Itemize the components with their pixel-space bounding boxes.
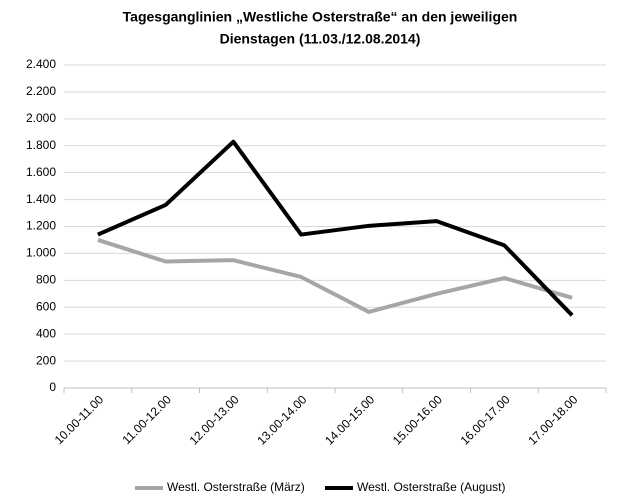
x-tick-label: 10.00-11.00 (52, 392, 107, 447)
x-tick-label: 13.00-14.00 (254, 392, 309, 447)
y-tick-label: 200 (36, 353, 56, 367)
y-tick-label: 1.800 (26, 138, 56, 152)
y-tick-label: 400 (36, 326, 56, 340)
y-tick-label: 2.000 (26, 111, 56, 125)
y-tick-label: 1.000 (26, 246, 56, 260)
x-tick-label: 17.00-18.00 (525, 392, 580, 447)
chart-title: Tagesganglinien „Westliche Osterstraße“ … (123, 9, 518, 25)
y-tick-label: 600 (36, 299, 56, 313)
legend-label: Westl. Osterstraße (März) (167, 480, 305, 494)
y-tick-label: 2.400 (26, 57, 56, 71)
x-tick-label: 15.00-16.00 (390, 392, 445, 447)
x-tick-label: 11.00-12.00 (119, 392, 174, 447)
y-tick-label: 1.200 (26, 219, 56, 233)
y-tick-label: 2.200 (26, 84, 56, 98)
x-tick-label: 16.00-17.00 (458, 392, 513, 447)
series-line (97, 139, 574, 317)
x-tick-label: 12.00-13.00 (187, 392, 242, 447)
chart-title: Dienstagen (11.03./12.08.2014) (220, 31, 421, 47)
y-tick-label: 0 (49, 380, 56, 394)
y-tick-label: 1.600 (26, 165, 56, 179)
series-line (97, 238, 573, 314)
y-tick-label: 800 (36, 273, 56, 287)
legend-label: Westl. Osterstraße (August) (357, 480, 505, 494)
x-tick-label: 14.00-15.00 (322, 392, 377, 447)
y-tick-label: 1.400 (26, 192, 56, 206)
